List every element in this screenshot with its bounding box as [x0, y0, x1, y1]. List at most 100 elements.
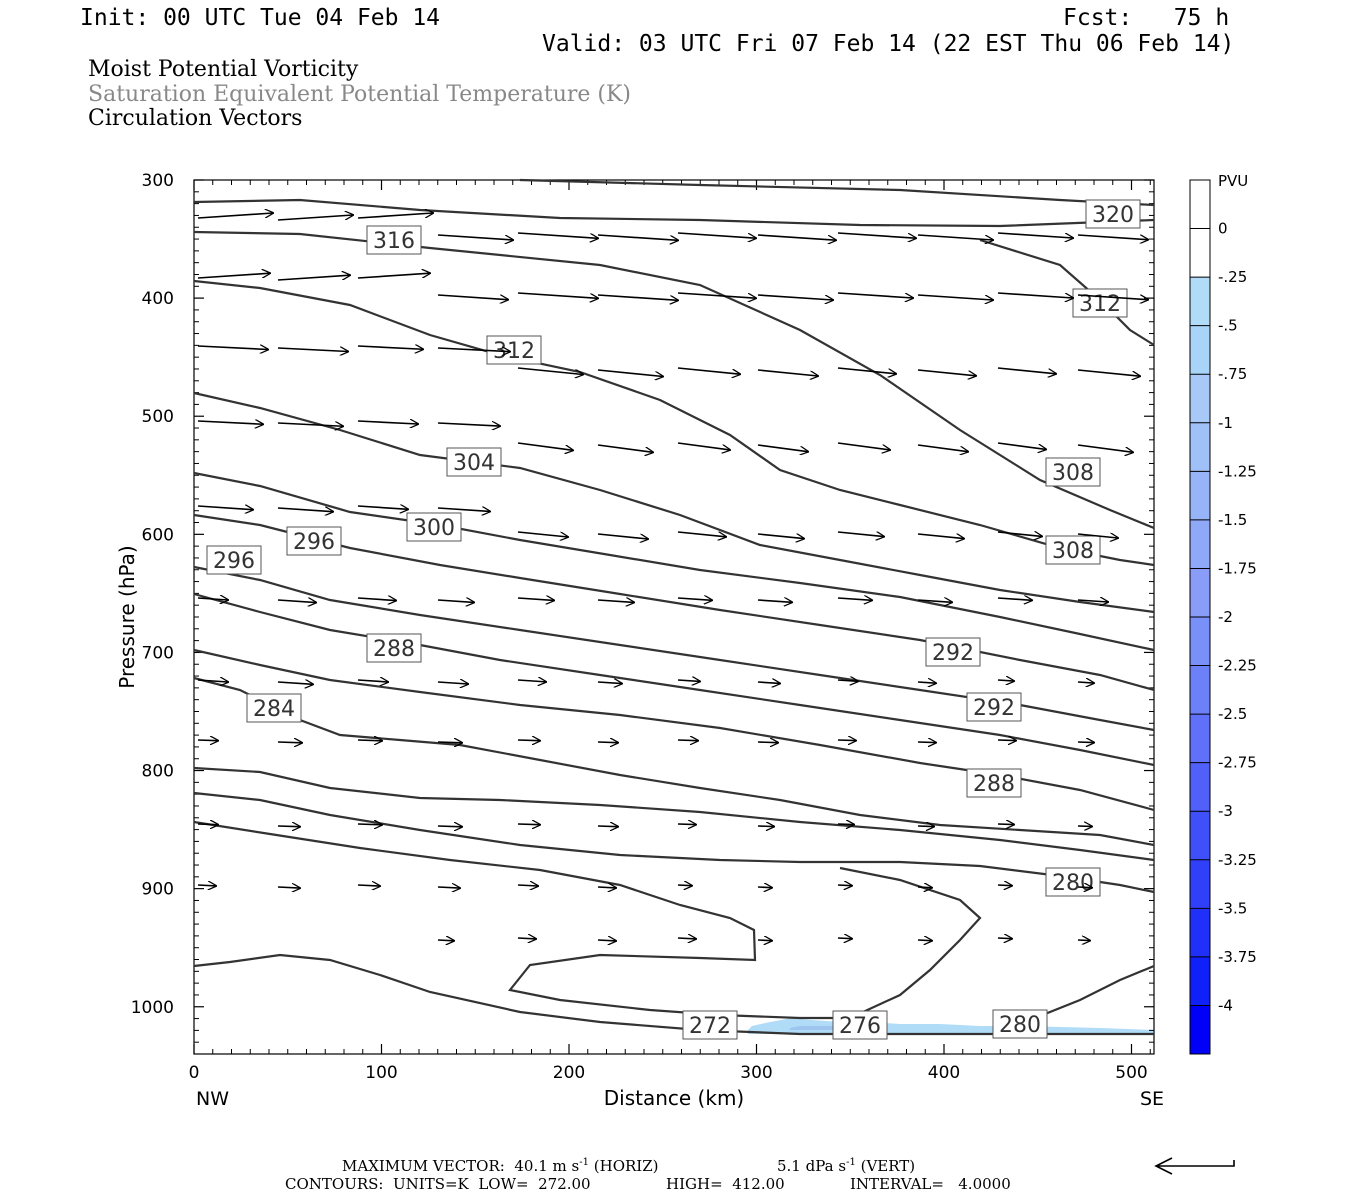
svg-text:304: 304 [453, 451, 495, 476]
footer-vert: 5.1 dPa s-1 (VERT) [777, 1158, 915, 1174]
circulation-vector [517, 367, 583, 375]
svg-text:284: 284 [253, 697, 295, 722]
circulation-vector [837, 598, 872, 600]
circulation-vector [997, 938, 1012, 939]
y-tick-label: 600 [142, 525, 174, 545]
circulation-vector [277, 742, 302, 743]
circulation-vector [437, 294, 508, 300]
contour-label: 276 [832, 1010, 888, 1040]
circulation-vector [997, 740, 1016, 741]
colorbar-swatch [1190, 422, 1210, 472]
contour-line [193, 766, 1155, 862]
circulation-vector [677, 442, 730, 450]
vert-exp: -1 [846, 1157, 856, 1168]
circulation-vector [757, 533, 804, 539]
vert-value: 5.1 dPa s [777, 1157, 847, 1175]
colorbar-label: -2 [1218, 608, 1233, 626]
circulation-vector [597, 369, 663, 377]
y-tick-label: 800 [142, 762, 174, 782]
circulation-vector [197, 680, 228, 682]
footer-max-vector: MAXIMUM VECTOR: 40.1 m s-1 (HORIZ) [342, 1158, 659, 1174]
circulation-vector [357, 273, 430, 279]
circulation-vector [517, 885, 538, 886]
circulation-vector [437, 348, 510, 352]
circulation-vector [917, 826, 934, 827]
circulation-vector [997, 885, 1012, 886]
colorbar-label: -.5 [1218, 317, 1238, 335]
contour-labels: 320 316 312 312 308 308 304 300 296 296 292 292 288 2… [206, 199, 1141, 1040]
circulation-vector [677, 938, 696, 939]
colorbar-swatch [1190, 714, 1210, 763]
y-tick-label: 300 [142, 171, 174, 191]
vert-unit: (VERT) [860, 1157, 916, 1175]
y-tick-label: 700 [142, 643, 174, 663]
circulation-vector [357, 680, 388, 682]
circulation-vector [677, 680, 700, 681]
circulation-vector [757, 444, 808, 452]
footer-high: HIGH= 412.00 [666, 1177, 785, 1192]
circulation-vector [597, 742, 618, 743]
circulation-vector [837, 740, 856, 741]
circulation-vector [597, 682, 622, 684]
contour-label: 308 [1045, 457, 1101, 487]
low-value: 272.00 [538, 1175, 591, 1193]
circulation-vector [197, 824, 218, 825]
colorbar-swatch [1190, 471, 1210, 520]
circulation-vector [917, 940, 932, 941]
svg-text:288: 288 [373, 637, 415, 662]
colorbar-label: -2.75 [1218, 754, 1257, 772]
colorbar-swatch [1190, 374, 1210, 423]
circulation-vector [917, 294, 993, 300]
circulation-vector [597, 600, 634, 602]
circulation-vector [517, 598, 554, 600]
y-tick-label: 400 [142, 289, 174, 309]
circulation-vector [277, 423, 343, 426]
circulation-vector [1077, 534, 1118, 538]
contour-label: 316 [366, 225, 422, 255]
circulation-vector [757, 234, 836, 240]
horiz-value: 40.1 m s [514, 1157, 580, 1175]
x-axis-label: Distance (km) [604, 1086, 744, 1110]
colorbar: 0 -.25 -.5 -.75 -1 -1.25 -1.5 -1.75 -2 -2.25 -2.5 -… [1189, 179, 1257, 1055]
circulation-vector [357, 346, 423, 349]
circulation-vector [1077, 600, 1108, 602]
circulation-vector [197, 885, 216, 886]
circulation-vector [757, 682, 780, 683]
contour-line [1029, 964, 1155, 1022]
colorbar-swatch [1190, 519, 1210, 569]
circulation-vector [1077, 940, 1090, 941]
colorbar-label: -3 [1218, 802, 1233, 820]
contour-label: 296 [206, 545, 262, 575]
high-label: HIGH= [666, 1175, 723, 1193]
colorbar-swatch [1190, 617, 1210, 666]
circulation-vector [997, 442, 1046, 449]
circulation-vector [517, 680, 546, 682]
circulation-vector [997, 292, 1073, 298]
contour-label: 320 [1085, 199, 1141, 229]
contour-label: 292 [966, 692, 1022, 722]
circulation-vector [677, 598, 712, 600]
circulation-vector [437, 826, 462, 827]
circulation-vector [677, 531, 726, 537]
y-tick-label: 900 [142, 880, 174, 900]
contour-label: 296 [286, 526, 342, 556]
contour-label: 312 [1072, 288, 1128, 318]
colorbar-swatch [1190, 665, 1210, 715]
circulation-vector [357, 506, 408, 509]
circulation-vector [597, 444, 653, 452]
y-tick-label: 1000 [131, 998, 174, 1018]
y-tick-label: 500 [142, 407, 174, 427]
colorbar-swatch [1190, 811, 1210, 860]
circulation-vector [437, 234, 513, 240]
circulation-vector [917, 234, 993, 240]
circulation-vector [597, 294, 678, 300]
svg-text:276: 276 [839, 1014, 881, 1039]
contour-label: 288 [366, 633, 422, 663]
horiz-exp: -1 [579, 1157, 589, 1168]
circulation-vector [597, 940, 616, 941]
colorbar-swatch [1190, 859, 1210, 909]
circulation-vectors [197, 213, 1148, 941]
circulation-vector [277, 887, 300, 888]
circulation-vector [277, 508, 333, 512]
contour-label: 300 [406, 512, 462, 542]
